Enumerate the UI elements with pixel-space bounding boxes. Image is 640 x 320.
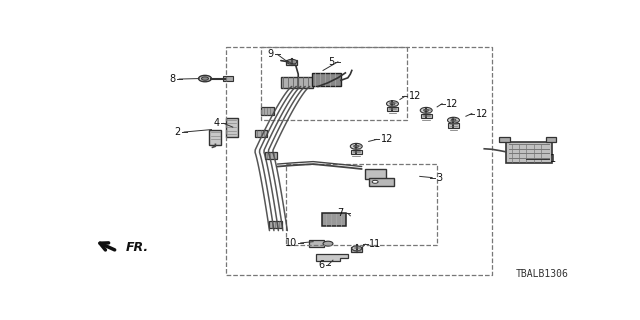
FancyBboxPatch shape [223, 76, 233, 81]
Circle shape [451, 119, 456, 121]
FancyBboxPatch shape [209, 130, 221, 145]
Text: 3: 3 [436, 172, 442, 183]
Circle shape [202, 77, 209, 80]
Text: FR.: FR. [125, 241, 148, 254]
FancyBboxPatch shape [351, 149, 362, 154]
FancyBboxPatch shape [255, 130, 268, 137]
Polygon shape [316, 254, 348, 261]
FancyBboxPatch shape [269, 221, 282, 228]
FancyBboxPatch shape [448, 124, 459, 128]
Text: 7: 7 [338, 208, 344, 218]
FancyBboxPatch shape [499, 137, 509, 142]
Circle shape [354, 145, 359, 148]
Circle shape [350, 143, 362, 149]
FancyBboxPatch shape [308, 240, 324, 247]
FancyBboxPatch shape [365, 169, 385, 179]
Text: 5: 5 [328, 57, 334, 67]
FancyBboxPatch shape [264, 152, 277, 159]
Circle shape [424, 109, 429, 112]
FancyBboxPatch shape [506, 142, 552, 163]
FancyBboxPatch shape [546, 137, 556, 142]
Circle shape [287, 59, 297, 64]
Circle shape [447, 117, 460, 123]
Text: 6: 6 [318, 260, 324, 270]
FancyBboxPatch shape [226, 118, 237, 137]
Text: 12: 12 [409, 91, 421, 101]
Text: 1: 1 [550, 154, 556, 164]
Text: TBALB1306: TBALB1306 [516, 269, 568, 279]
Text: 11: 11 [369, 239, 381, 249]
Circle shape [198, 75, 211, 82]
Circle shape [420, 108, 432, 113]
Text: 12: 12 [381, 134, 393, 144]
FancyBboxPatch shape [281, 76, 313, 88]
Circle shape [387, 101, 399, 107]
Text: 2: 2 [174, 127, 180, 137]
Text: 12: 12 [446, 99, 458, 109]
Text: 9: 9 [268, 49, 273, 60]
Text: 10: 10 [285, 238, 297, 248]
Circle shape [323, 241, 333, 246]
FancyBboxPatch shape [312, 73, 341, 86]
Circle shape [390, 102, 395, 105]
FancyBboxPatch shape [261, 108, 274, 115]
FancyBboxPatch shape [322, 213, 346, 226]
Circle shape [352, 246, 362, 251]
Text: 4: 4 [214, 118, 220, 128]
Text: 8: 8 [169, 74, 175, 84]
FancyBboxPatch shape [387, 107, 398, 111]
Circle shape [372, 180, 378, 183]
FancyBboxPatch shape [420, 114, 431, 118]
FancyBboxPatch shape [286, 60, 297, 65]
Text: 12: 12 [476, 108, 488, 118]
FancyBboxPatch shape [351, 247, 362, 252]
FancyBboxPatch shape [369, 178, 394, 186]
